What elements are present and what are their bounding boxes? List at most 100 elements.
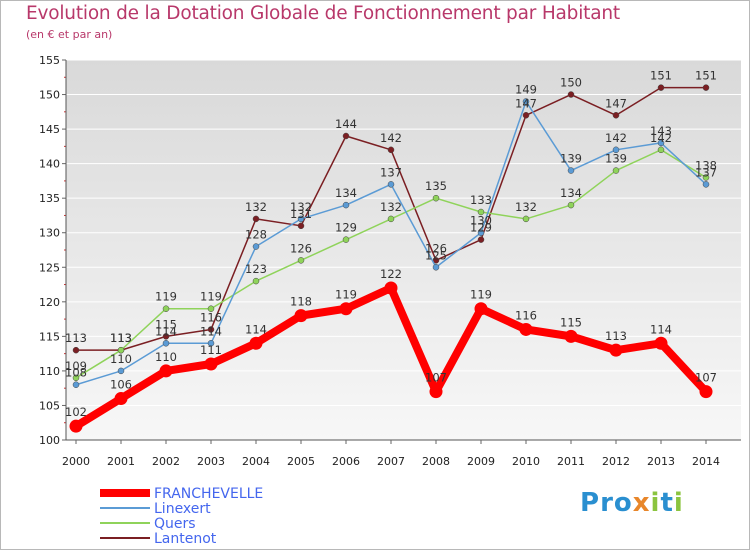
data-point-lantenot	[207, 326, 215, 333]
data-point-quers	[567, 201, 575, 209]
data-label: 119	[200, 290, 222, 304]
y-tick-label: 120	[39, 296, 60, 309]
data-label: 126	[425, 241, 447, 255]
data-label: 129	[470, 221, 492, 235]
data-label: 128	[245, 228, 267, 242]
data-label: 132	[245, 200, 267, 214]
data-point-quers	[612, 167, 620, 174]
x-tick-label: 2013	[647, 455, 675, 468]
data-point-lantenot	[702, 84, 710, 91]
data-label: 113	[110, 331, 132, 345]
legend-label-linexert: Linexert	[154, 501, 211, 517]
data-point-franchevelle	[564, 329, 578, 343]
data-point-lantenot	[297, 222, 305, 230]
x-tick-label: 2000	[62, 455, 90, 468]
x-tick-label: 2004	[242, 455, 270, 468]
data-point-lantenot	[162, 333, 170, 340]
y-tick-label: 155	[39, 54, 60, 67]
data-point-linexert	[477, 229, 485, 236]
data-point-franchevelle	[114, 392, 128, 406]
y-tick-label: 110	[39, 365, 60, 378]
data-point-quers	[477, 208, 485, 216]
data-label: 135	[425, 179, 447, 193]
data-point-linexert	[702, 181, 710, 188]
x-tick-label: 2003	[197, 455, 225, 468]
data-label: 150	[560, 76, 582, 90]
data-point-linexert	[252, 243, 260, 250]
data-label: 130	[470, 214, 492, 228]
data-label: 138	[695, 158, 717, 172]
data-label: 106	[110, 378, 132, 392]
data-point-lantenot	[387, 146, 395, 154]
data-point-lantenot	[522, 112, 530, 119]
data-point-quers	[117, 346, 125, 354]
data-point-linexert	[522, 98, 530, 105]
x-tick-label: 2012	[602, 455, 630, 468]
data-label: 139	[560, 152, 582, 166]
x-tick-label: 2008	[422, 455, 450, 468]
data-point-franchevelle	[249, 336, 263, 350]
data-point-franchevelle	[474, 302, 488, 316]
x-tick-label: 2005	[287, 455, 315, 468]
data-label: 109	[65, 359, 87, 373]
data-label: 113	[605, 329, 627, 343]
data-label: 147	[605, 96, 627, 110]
data-label: 132	[290, 200, 312, 214]
data-point-lantenot	[477, 236, 485, 243]
data-label: 142	[650, 131, 672, 145]
data-point-franchevelle	[654, 336, 668, 350]
data-label: 102	[65, 405, 87, 419]
data-label: 132	[380, 200, 402, 214]
data-label: 151	[695, 69, 717, 83]
data-point-franchevelle	[159, 364, 173, 378]
data-point-quers	[702, 174, 710, 181]
chart-subtitle: (en € et par an)	[26, 28, 113, 41]
y-tick-label: 115	[39, 330, 60, 343]
data-point-quers	[252, 277, 260, 285]
data-label: 126	[290, 241, 312, 255]
y-tick-label: 145	[39, 123, 60, 136]
data-point-lantenot	[252, 215, 260, 223]
data-label: 119	[155, 290, 177, 304]
data-label: 131	[290, 207, 312, 221]
data-point-lantenot	[567, 91, 575, 98]
data-point-franchevelle	[69, 419, 83, 433]
data-label: 147	[515, 96, 537, 110]
data-point-franchevelle	[699, 385, 713, 399]
data-label: 114	[245, 322, 267, 336]
x-tick-label: 2006	[332, 455, 360, 468]
data-label: 116	[515, 308, 537, 322]
x-tick-label: 2014	[692, 455, 720, 468]
data-label: 134	[560, 186, 582, 200]
data-label: 114	[200, 324, 222, 338]
data-label: 107	[425, 371, 447, 385]
data-label: 111	[200, 343, 222, 357]
data-point-lantenot	[72, 346, 80, 354]
data-label: 134	[335, 186, 357, 200]
data-label: 137	[380, 165, 402, 179]
data-point-quers	[297, 257, 305, 264]
data-point-lantenot	[657, 84, 665, 91]
data-point-linexert	[567, 167, 575, 174]
data-label: 143	[650, 124, 672, 138]
data-label: 125	[425, 248, 447, 262]
data-point-franchevelle	[429, 385, 443, 399]
x-tick-label: 2002	[152, 455, 180, 468]
data-point-franchevelle	[204, 357, 218, 371]
data-label: 129	[335, 221, 357, 235]
data-label: 118	[290, 295, 312, 309]
data-label: 115	[560, 315, 582, 329]
data-point-linexert	[612, 146, 620, 154]
data-point-quers	[72, 374, 80, 382]
y-tick-label: 125	[39, 261, 60, 274]
data-point-linexert	[432, 264, 440, 271]
data-label: 115	[155, 317, 177, 331]
data-point-linexert	[117, 367, 125, 375]
data-point-lantenot	[612, 112, 620, 119]
data-label: 122	[380, 267, 402, 281]
y-tick-label: 140	[39, 158, 60, 171]
chart-title: Evolution de la Dotation Globale de Fonc…	[26, 3, 620, 24]
data-point-franchevelle	[294, 309, 308, 323]
data-point-linexert	[72, 381, 80, 388]
